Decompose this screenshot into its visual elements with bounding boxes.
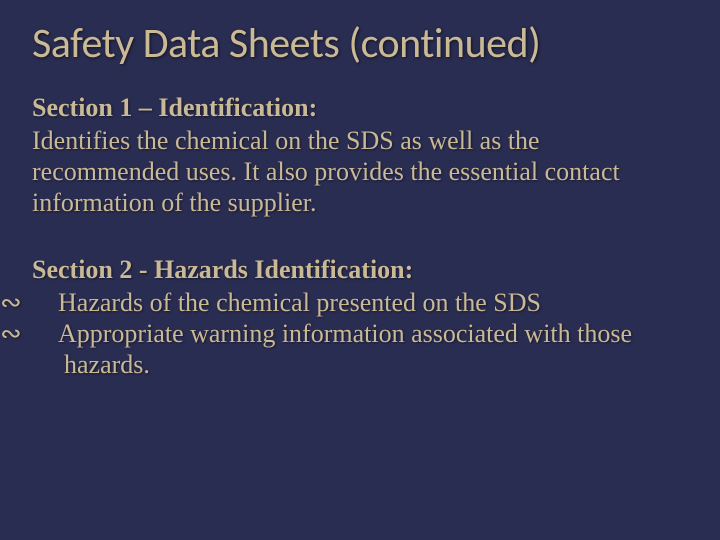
- section-2-bullets: ∾Hazards of the chemical presented on th…: [32, 287, 688, 381]
- bullet-text: Hazards of the chemical presented on the…: [58, 288, 541, 317]
- slide-title: Safety Data Sheets (continued): [32, 18, 688, 69]
- slide-container: Safety Data Sheets (continued) Section 1…: [0, 0, 720, 448]
- bullet-icon: ∾: [32, 287, 58, 318]
- bullet-icon: ∾: [32, 318, 58, 349]
- section-1-heading: Section 1 – Identification:: [32, 93, 688, 123]
- section-1: Section 1 – Identification: Identifies t…: [32, 93, 688, 219]
- section-2: Section 2 - Hazards Identification: ∾Haz…: [32, 255, 688, 381]
- section-2-heading: Section 2 - Hazards Identification:: [32, 255, 688, 285]
- bullet-text: Appropriate warning information associat…: [58, 319, 632, 379]
- list-item: ∾Appropriate warning information associa…: [32, 318, 688, 380]
- list-item: ∾Hazards of the chemical presented on th…: [32, 287, 688, 318]
- section-1-body: Identifies the chemical on the SDS as we…: [32, 125, 688, 219]
